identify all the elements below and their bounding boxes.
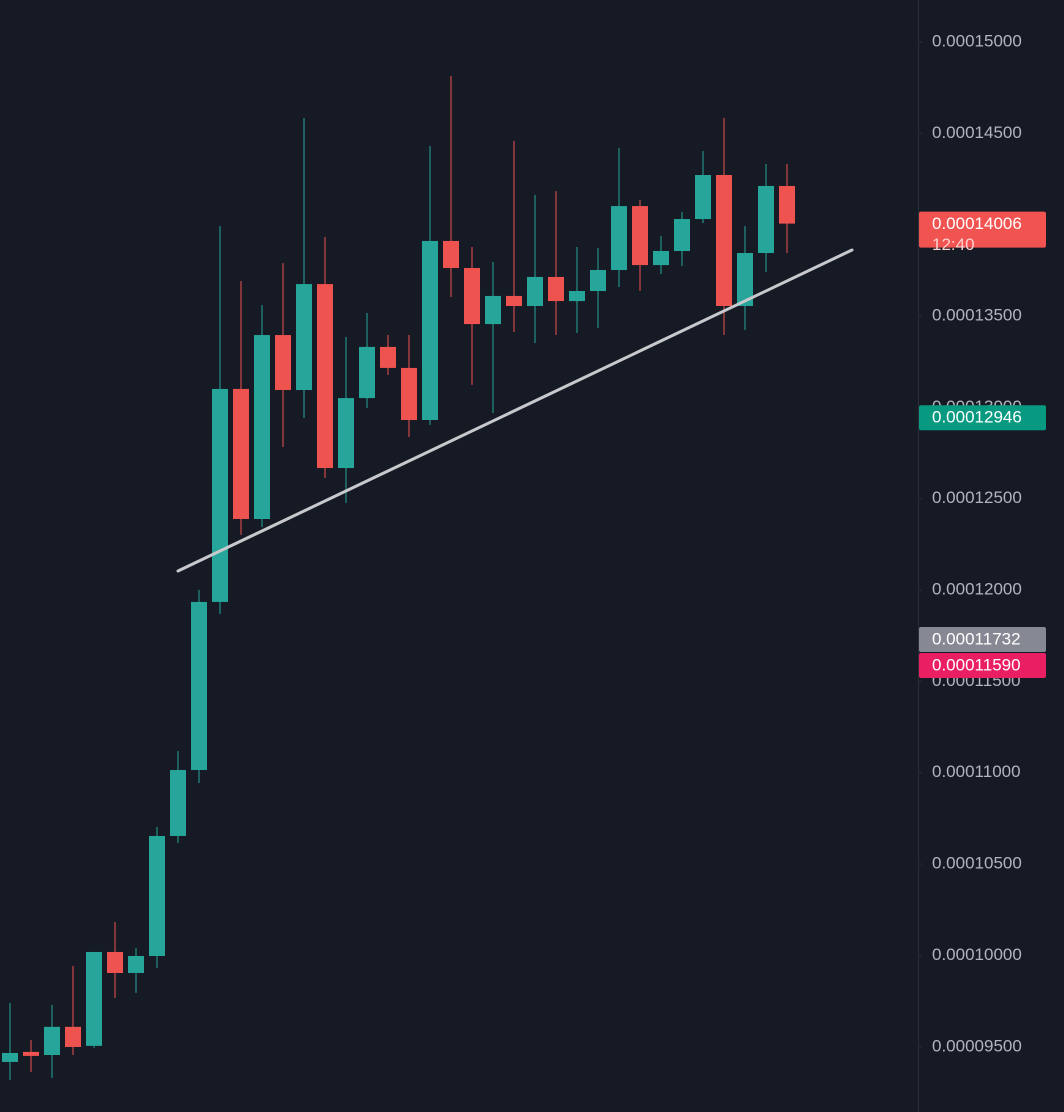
y-tick-label: 0.00010500	[932, 854, 1022, 873]
candle-body	[359, 346, 375, 399]
y-tick-label: 0.00012000	[932, 580, 1022, 599]
candle-body	[170, 770, 186, 836]
price-label: 0.00011732	[932, 630, 1021, 649]
candle-body	[107, 951, 123, 973]
price-labels: 0.00014006 12:40 0.00012946 0.00011732 0.000…	[919, 211, 1046, 678]
candle-body	[128, 955, 144, 973]
candle-body	[212, 388, 228, 602]
candle-body	[464, 267, 480, 325]
candle-body	[443, 240, 459, 268]
candle-body	[275, 335, 291, 391]
candle-body	[695, 175, 711, 220]
candle-body	[527, 276, 543, 306]
candle-body	[653, 251, 669, 266]
candle-body	[338, 398, 354, 469]
price-label-box	[919, 627, 1046, 653]
y-tick-label: 0.00015000	[932, 32, 1022, 51]
candle-body	[380, 346, 396, 368]
candle-body	[254, 335, 270, 520]
candle-body	[401, 367, 417, 420]
candle-body	[758, 185, 774, 254]
candle-body	[485, 295, 501, 325]
price-label: 0.00011590	[932, 655, 1021, 674]
candle-body	[296, 284, 312, 391]
candle-body	[632, 206, 648, 266]
candle-body	[590, 270, 606, 292]
candle-body	[191, 601, 207, 771]
trend-line	[176, 248, 854, 573]
y-tick-label: 0.00012500	[932, 488, 1022, 507]
candles	[2, 75, 795, 1080]
candle-body	[737, 253, 753, 306]
price-label-box	[919, 211, 1046, 248]
candle-body	[779, 185, 795, 224]
candle-body	[149, 835, 165, 956]
price-label-box	[919, 652, 1046, 678]
candle-body	[44, 1026, 60, 1056]
candle-body	[86, 951, 102, 1046]
y-tick-label: 0.00009500	[932, 1036, 1022, 1055]
candle-body	[506, 295, 522, 306]
price-label: 0.00014006	[932, 214, 1022, 233]
price-label: 0.00012946	[932, 408, 1022, 427]
y-tick-label: 0.00013500	[932, 306, 1022, 325]
y-tick-label: 0.00014500	[932, 123, 1022, 142]
candle-body	[23, 1051, 39, 1056]
price-countdown: 12:40	[932, 235, 975, 254]
y-tick-label: 0.00011000	[932, 762, 1021, 781]
candle-body	[674, 219, 690, 252]
candle-body	[233, 388, 249, 520]
candle-body	[422, 240, 438, 420]
price-label-box	[919, 405, 1046, 431]
candle-body	[611, 206, 627, 271]
candle-body	[548, 276, 564, 302]
y-tick-label: 0.00010000	[932, 945, 1022, 964]
candle-body	[317, 284, 333, 469]
candle-body	[716, 175, 732, 306]
candle-body	[65, 1026, 81, 1047]
candle-body	[569, 291, 585, 302]
candle-body	[2, 1052, 18, 1062]
